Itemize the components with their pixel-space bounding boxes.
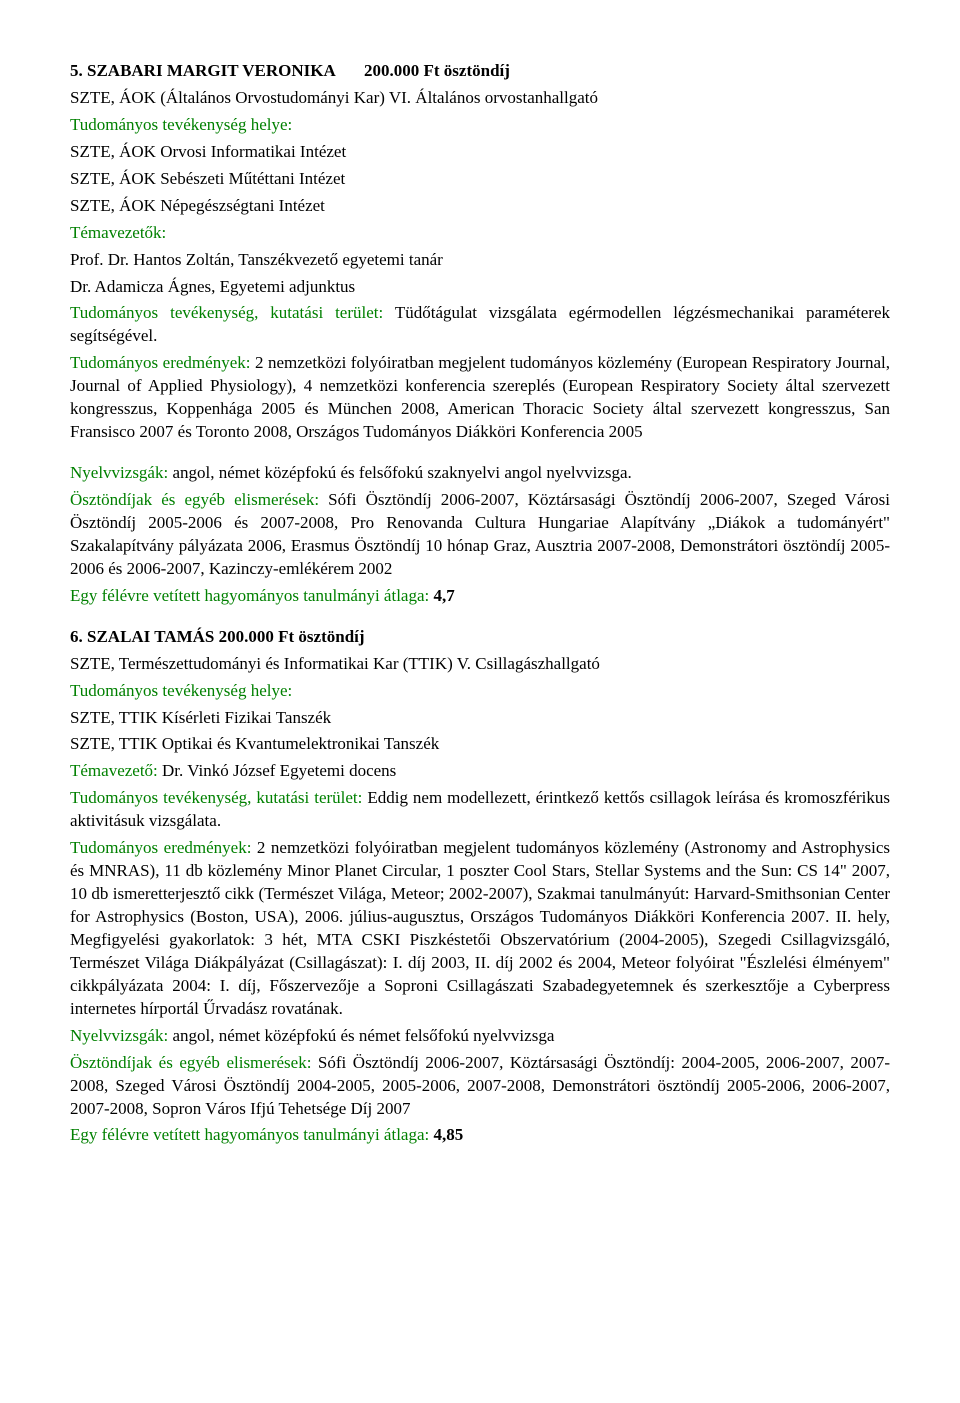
entry5-th2: SZTE, ÁOK Sebészeti Műtéttani Intézet	[70, 168, 890, 191]
entry6-avg-value: 4,85	[434, 1125, 464, 1144]
entry6-th-label: Tudományos tevékenység helye:	[70, 680, 890, 703]
entry5-th1: SZTE, ÁOK Orvosi Informatikai Intézet	[70, 141, 890, 164]
entry6-ttk: Tudományos tevékenység, kutatási terület…	[70, 787, 890, 833]
entry5-extras: Nyelvvizsgák: angol, német középfokú és …	[70, 462, 890, 608]
entry5-ttk-label: Tudományos tevékenység, kutatási terület…	[70, 303, 383, 322]
entry6-tv: Témavezető: Dr. Vinkó József Egyetemi do…	[70, 760, 890, 783]
entry5-avg: Egy félévre vetített hagyományos tanulmá…	[70, 585, 890, 608]
entry5-te-label: Tudományos eredmények:	[70, 353, 250, 372]
entry5-tv2: Dr. Adamicza Ágnes, Egyetemi adjunktus	[70, 276, 890, 299]
entry6-osz-label: Ösztöndíjak és egyéb elismerések:	[70, 1053, 311, 1072]
entry5-nyv-text: angol, német középfokú és felsőfokú szak…	[168, 463, 632, 482]
entry5-th3: SZTE, ÁOK Népegészségtani Intézet	[70, 195, 890, 218]
entry6-faculty: SZTE, Természettudományi és Informatikai…	[70, 653, 890, 676]
entry6-te-text: 2 nemzetközi folyóiratban megjelent tudo…	[70, 838, 890, 1018]
entry5-amount: 200.000 Ft ösztöndíj	[364, 61, 510, 80]
entry6-tv-text: Dr. Vinkó József Egyetemi docens	[158, 761, 397, 780]
entry-5: 5. SZABARI MARGIT VERONIKA 200.000 Ft ös…	[70, 60, 890, 444]
entry5-nyv-label: Nyelvvizsgák:	[70, 463, 168, 482]
entry6-heading: 6. SZALAI TAMÁS 200.000 Ft ösztöndíj	[70, 626, 890, 649]
entry5-osz: Ösztöndíjak és egyéb elismerések: Sófi Ö…	[70, 489, 890, 581]
entry6-tv-label: Témavezető:	[70, 761, 158, 780]
entry6-th2: SZTE, TTIK Optikai és Kvantumelektronika…	[70, 733, 890, 756]
entry5-avg-value: 4,7	[434, 586, 455, 605]
entry5-osz-label: Ösztöndíjak és egyéb elismerések:	[70, 490, 319, 509]
entry6-osz: Ösztöndíjak és egyéb elismerések: Sófi Ö…	[70, 1052, 890, 1121]
entry6-avg-label: Egy félévre vetített hagyományos tanulmá…	[70, 1125, 434, 1144]
entry5-tv1: Prof. Dr. Hantos Zoltán, Tanszékvezető e…	[70, 249, 890, 272]
entry5-th-label: Tudományos tevékenység helye:	[70, 114, 890, 137]
entry5-nyv: Nyelvvizsgák: angol, német középfokú és …	[70, 462, 890, 485]
entry6-nyv-text: angol, német középfokú és német felsőfok…	[168, 1026, 554, 1045]
entry5-avg-label: Egy félévre vetített hagyományos tanulmá…	[70, 586, 434, 605]
entry5-name: 5. SZABARI MARGIT VERONIKA	[70, 61, 336, 80]
entry6-te-label: Tudományos eredmények:	[70, 838, 251, 857]
entry5-heading: 5. SZABARI MARGIT VERONIKA 200.000 Ft ös…	[70, 60, 890, 83]
entry5-ttk: Tudományos tevékenység, kutatási terület…	[70, 302, 890, 348]
entry6-nyv: Nyelvvizsgák: angol, német középfokú és …	[70, 1025, 890, 1048]
entry6-avg: Egy félévre vetített hagyományos tanulmá…	[70, 1124, 890, 1147]
entry6-te: Tudományos eredmények: 2 nemzetközi foly…	[70, 837, 890, 1021]
entry-6: 6. SZALAI TAMÁS 200.000 Ft ösztöndíj SZT…	[70, 626, 890, 1148]
entry6-ttk-label: Tudományos tevékenység, kutatási terület…	[70, 788, 362, 807]
entry5-tv-label: Témavezetők:	[70, 222, 890, 245]
entry5-faculty: SZTE, ÁOK (Általános Orvostudományi Kar)…	[70, 87, 890, 110]
entry6-nyv-label: Nyelvvizsgák:	[70, 1026, 168, 1045]
entry5-te: Tudományos eredmények: 2 nemzetközi foly…	[70, 352, 890, 444]
entry6-th1: SZTE, TTIK Kísérleti Fizikai Tanszék	[70, 707, 890, 730]
